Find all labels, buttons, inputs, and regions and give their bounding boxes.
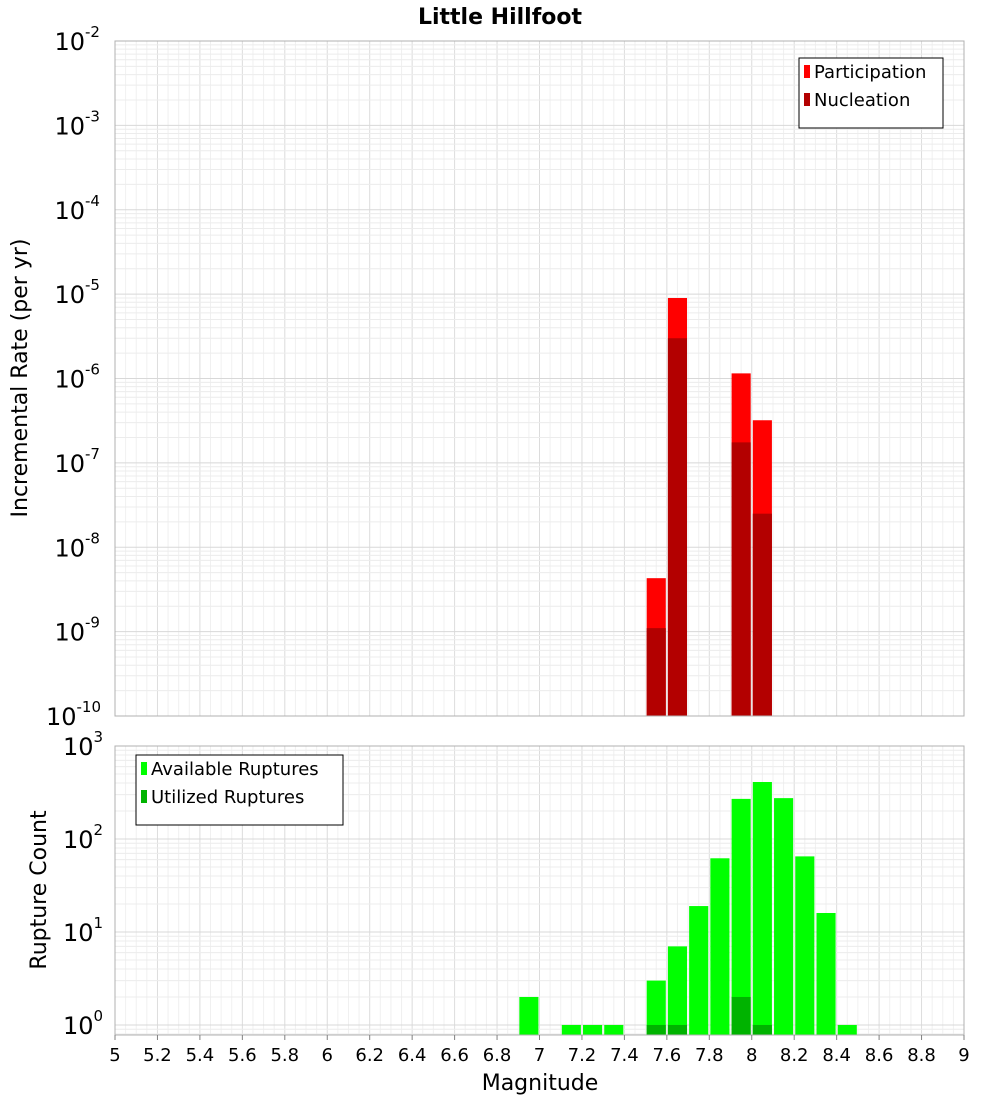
- x-tick-label: 9: [958, 1045, 969, 1066]
- top-y-tick-label-base: 10: [46, 703, 77, 731]
- chart-title: Little Hillfoot: [418, 5, 583, 30]
- x-tick-label: 8: [746, 1045, 757, 1066]
- top-y-tick-label-exp: -7: [85, 445, 100, 463]
- top-bar-secondary: [731, 442, 751, 716]
- top-y-tick-label-exp: -10: [77, 698, 102, 716]
- top-y-tick-label-base: 10: [54, 366, 85, 394]
- bottom-bar-secondary: [752, 1024, 772, 1035]
- x-tick-label: 8.2: [780, 1045, 809, 1066]
- top-y-tick-label-base: 10: [54, 281, 85, 309]
- top-legend-label: Participation: [814, 62, 926, 83]
- top-y-tick-label-base: 10: [54, 534, 85, 562]
- top-bar-secondary: [667, 338, 688, 716]
- x-tick-label: 5.6: [228, 1045, 257, 1066]
- bottom-legend-label: Utilized Ruptures: [151, 787, 304, 808]
- top-plot-frame: [114, 40, 965, 717]
- bottom-y-tick-label-base: 10: [63, 733, 94, 761]
- bottom-bar-secondary: [667, 1024, 688, 1035]
- top-legend-swatch: [804, 65, 810, 78]
- bottom-bar-primary: [774, 798, 794, 1035]
- bottom-bar-primary: [816, 912, 836, 1035]
- x-tick-label: 5.4: [186, 1045, 215, 1066]
- bottom-y-tick-label-base: 10: [63, 826, 94, 854]
- bottom-y-tick-label-exp: 2: [94, 821, 104, 839]
- bottom-legend-swatch: [141, 762, 147, 775]
- x-tick-label: 8.8: [907, 1045, 936, 1066]
- bottom-y-tick-label-base: 10: [63, 1012, 94, 1040]
- bottom-bar-primary: [837, 1024, 857, 1035]
- legend-layer: Participation Nucleation Available Rupture…: [135, 57, 944, 826]
- bottom-y-tick-label-exp: 0: [94, 1007, 104, 1025]
- x-tick-label: 6.4: [398, 1045, 427, 1066]
- bottom-bar-primary: [583, 1024, 603, 1035]
- bottom-legend-box: [135, 754, 344, 826]
- x-axis-label: Magnitude: [482, 1071, 599, 1096]
- bottom-bar-primary: [667, 946, 688, 1035]
- top-legend-box: [798, 57, 944, 129]
- bottom-bar-primary: [795, 856, 815, 1035]
- bars-layer: [519, 297, 857, 1035]
- x-tick-label: 5: [109, 1045, 120, 1066]
- top-bar-secondary: [752, 513, 772, 716]
- bottom-bar-primary: [752, 782, 772, 1035]
- x-tick-label: 6.8: [483, 1045, 512, 1066]
- bottom-bar-primary: [710, 858, 730, 1035]
- bottom-legend-label: Available Ruptures: [151, 759, 319, 780]
- top-y-tick-label-exp: -2: [85, 23, 100, 41]
- top-bar-secondary: [646, 628, 666, 716]
- x-tick-label: 6.6: [440, 1045, 469, 1066]
- bottom-bar-primary: [731, 798, 751, 1035]
- top-y-tick-label-base: 10: [54, 112, 85, 140]
- bottom-y-tick-label-exp: 3: [94, 728, 104, 746]
- x-tick-label: 8.4: [822, 1045, 851, 1066]
- top-legend-swatch: [804, 93, 810, 106]
- x-tick-label: 7.2: [568, 1045, 597, 1066]
- x-tick-label: 8.6: [865, 1045, 894, 1066]
- bottom-legend-swatch: [141, 790, 147, 803]
- top-y-tick-label-exp: -8: [85, 529, 100, 547]
- x-tick-label: 7.6: [653, 1045, 682, 1066]
- bottom-y-tick-label-exp: 1: [94, 914, 104, 932]
- bottom-y-tick-label-base: 10: [63, 919, 94, 947]
- bottom-bar-primary: [519, 996, 539, 1035]
- x-tick-label: 6.2: [355, 1045, 384, 1066]
- top-y-axis-label: Incremental Rate (per yr): [8, 239, 33, 518]
- top-legend-label: Nucleation: [814, 90, 910, 111]
- top-y-tick-label-base: 10: [54, 28, 85, 56]
- top-y-tick-label-exp: -6: [85, 361, 100, 379]
- x-tick-label: 7.4: [610, 1045, 639, 1066]
- bottom-bar-primary: [561, 1024, 581, 1035]
- bottom-bar-primary: [646, 980, 666, 1035]
- top-y-tick-label-base: 10: [54, 450, 85, 478]
- top-y-tick-label-exp: -5: [85, 276, 100, 294]
- top-y-tick-label-base: 10: [54, 197, 85, 225]
- x-tick-label: 5.8: [270, 1045, 299, 1066]
- top-y-tick-label-exp: -9: [85, 614, 100, 632]
- x-tick-label: 7.8: [695, 1045, 724, 1066]
- top-y-tick-label-exp: -3: [85, 107, 100, 125]
- bottom-bar-primary: [604, 1024, 624, 1035]
- bottom-bar-secondary: [646, 1024, 666, 1035]
- x-tick-label: 5.2: [143, 1045, 172, 1066]
- top-y-tick-label-exp: -4: [85, 192, 100, 210]
- bottom-bar-primary: [689, 906, 709, 1035]
- bottom-bar-secondary: [731, 996, 751, 1035]
- top-y-tick-label-base: 10: [54, 619, 85, 647]
- bottom-y-axis-label: Rupture Count: [27, 810, 52, 970]
- x-tick-label: 7: [534, 1045, 545, 1066]
- grid-layer: [114, 40, 965, 1035]
- x-tick-label: 6: [322, 1045, 333, 1066]
